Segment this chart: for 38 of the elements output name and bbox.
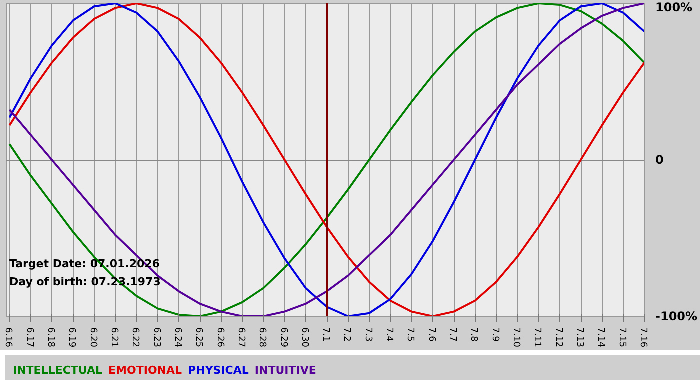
x-tick-label: 7.11 [532, 328, 542, 348]
x-tick-label: 6.28 [257, 328, 268, 348]
x-tick-label: 7.10 [511, 328, 522, 348]
y-tick-label: 0 [656, 153, 664, 167]
x-tick-label: 7.5 [405, 328, 416, 342]
x-tick-label: 6.25 [194, 328, 204, 348]
x-tick-label: 6.20 [88, 328, 98, 348]
x-tick-label: 6.22 [130, 328, 140, 348]
x-tick-label: 7.4 [384, 328, 394, 342]
x-tick-label: 7.15 [616, 328, 627, 348]
x-tick-label: 6.30 [299, 328, 310, 348]
text: PHYSICAL [188, 364, 249, 377]
x-tick-label: 6.23 [151, 328, 162, 348]
x-tick-label: 7.12 [553, 328, 564, 348]
x-tick-label: 6.17 [24, 328, 34, 348]
x-tick-label: 7.8 [468, 328, 479, 342]
text: INTUITIVE [254, 364, 316, 377]
y-tick-label: -100% [656, 310, 698, 324]
x-tick-label: 7.1 [320, 328, 331, 342]
x-tick-label: 6.18 [45, 328, 56, 348]
x-tick-label: 7.2 [342, 328, 352, 342]
x-tick-label: 6.21 [108, 328, 119, 348]
x-tick-label: 6.27 [236, 328, 246, 348]
x-tick-label: 7.7 [448, 328, 458, 342]
x-tick-label: 6.29 [278, 328, 288, 348]
text: EMOTIONAL [108, 364, 182, 377]
x-tick-label: 6.19 [66, 328, 77, 348]
x-tick-label: 6.24 [172, 328, 182, 348]
x-tick-label: 7.6 [426, 328, 436, 342]
x-tick-label: 7.14 [596, 328, 606, 348]
x-tick-label: 7.3 [362, 328, 373, 342]
x-tick-label: 7.13 [574, 328, 585, 348]
x-tick-label: 6.16 [3, 328, 14, 348]
text: INTELLECTUAL [13, 364, 103, 377]
x-tick-label: 7.9 [490, 328, 500, 342]
x-tick-label: 6.26 [214, 328, 225, 348]
x-tick-label: 7.16 [638, 328, 648, 348]
y-tick-label: 100% [656, 0, 693, 14]
